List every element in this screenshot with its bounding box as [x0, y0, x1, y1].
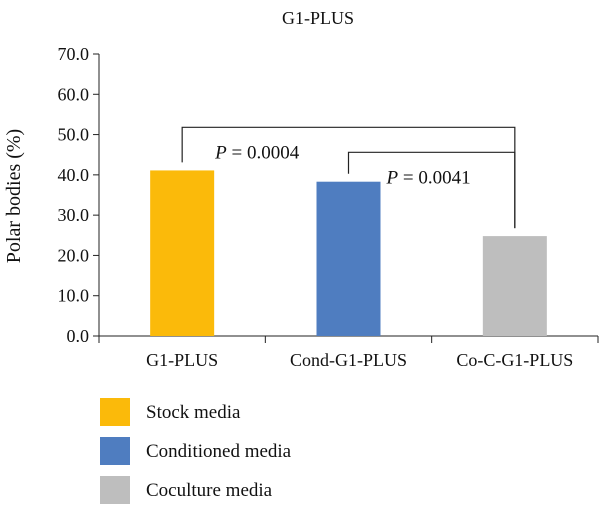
- x-tick-label: Cond-G1-PLUS: [290, 350, 407, 370]
- y-tick-label: 0.0: [67, 326, 90, 346]
- y-tick-label: 40.0: [58, 165, 90, 185]
- legend-label: Coculture media: [146, 480, 273, 501]
- y-tick-label: 70.0: [58, 44, 90, 64]
- y-axis-label: Polar bodies (%): [3, 129, 25, 263]
- significance-bracket: [347, 151, 516, 229]
- p-value-label: P = 0.0004: [214, 142, 300, 163]
- p-value-label: P = 0.0041: [386, 167, 471, 188]
- x-tick-label: G1-PLUS: [146, 350, 218, 370]
- y-tick-label: 30.0: [58, 205, 90, 225]
- y-tick-label: 20.0: [58, 245, 90, 265]
- legend-label: Conditioned media: [146, 441, 292, 462]
- legend-label: Stock media: [146, 402, 241, 423]
- legend-swatch: [100, 476, 130, 504]
- bar-co-c-g1-plus: [482, 236, 547, 336]
- y-tick-label: 10.0: [58, 286, 90, 306]
- legend-swatch: [100, 398, 130, 426]
- x-tick-label: Co-C-G1-PLUS: [456, 350, 573, 370]
- legend-swatch: [100, 437, 130, 465]
- y-tick-label: 60.0: [58, 84, 90, 104]
- bar-g1-plus: [150, 170, 215, 336]
- chart-title: G1-PLUS: [282, 8, 354, 28]
- bar-cond-g1-plus: [316, 181, 381, 336]
- y-tick-label: 50.0: [58, 125, 90, 145]
